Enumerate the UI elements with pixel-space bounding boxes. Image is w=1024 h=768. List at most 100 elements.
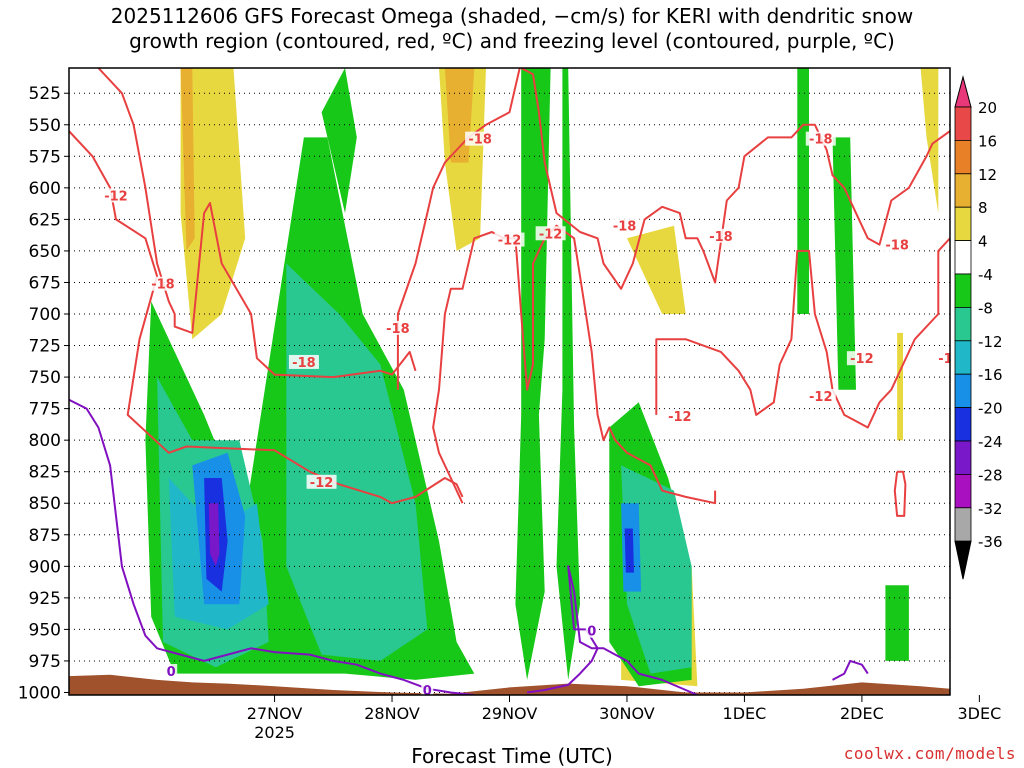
contour-label: 0 [167,665,176,680]
y-tick-label: 925 [29,589,61,609]
colorbar-top-arrow [954,75,972,108]
dendritic-contour [893,470,907,517]
colorbar-label: 12 [978,166,997,184]
contour-label: -18 [809,133,833,148]
y-tick-label: 650 [29,242,61,262]
contour-label: -12 [310,476,334,491]
freezing-level-contour [69,398,475,695]
contour-label: -12 [809,390,833,405]
contour-label: -18 [468,133,492,148]
y-tick-label: 950 [29,620,61,640]
colorbar-box [954,206,972,241]
contour-label-bg [609,218,640,233]
colorbar-label: -4 [978,266,993,284]
colorbar-box [954,306,972,342]
contour-label-bg [846,351,877,366]
colorbar-label: 20 [978,99,997,117]
y-tick-label: 825 [29,463,61,483]
x-tick-sublabel: 2025 [254,723,295,742]
colorbar-label: -20 [978,400,1003,418]
contour-label-bg [165,664,178,679]
contour-label-bg [421,682,434,695]
dendritic-contour [432,224,717,505]
colorbar-label: -28 [978,466,1003,484]
colorbar-box [954,507,972,542]
contour-label-bg [382,320,413,335]
freezing-level-contour [526,565,698,695]
contour-label-bg [705,228,736,243]
omega-region [885,585,909,661]
contour-label-bg [585,623,598,638]
contour-label: -18 [885,239,909,254]
contour-label-bg [805,131,836,146]
omega-region [286,263,428,661]
colorbar-label: -36 [978,533,1003,551]
contour-label-bg [494,232,525,247]
colorbar-box [954,440,972,475]
x-tick-label: 1DEC [723,704,767,723]
x-tick-label: 29NOV [482,704,538,723]
contour-label-bg [465,131,496,146]
contour-label: -12 [104,189,128,204]
contour-label-bg [147,276,178,291]
colorbar-box [954,240,972,275]
omega-region [180,68,195,251]
contour-label-bg [535,226,566,241]
colorbar-box [954,373,972,409]
colorbar-label: 16 [978,132,997,150]
y-tick-label: 550 [29,116,61,136]
dendritic-contour [69,130,464,505]
colorbar-label: -32 [978,500,1003,518]
contour-label-bg [664,409,695,424]
omega-region [556,68,580,680]
omega-region [920,68,939,214]
y-tick-label: 800 [29,431,61,451]
colorbar-box [954,139,972,175]
y-tick-label: 625 [29,210,61,230]
site-credit: coolwx.com/models [843,744,1016,763]
freezing-level-contour [832,659,869,681]
contour-label-bg [882,237,913,252]
x-tick-label: 27NOV [247,704,303,723]
contour-label: 0 [423,684,432,699]
y-tick-label: 700 [29,305,61,325]
contour-label-bg [288,354,319,369]
contour-label: -18 [292,356,316,371]
contour-label: -18 [709,230,733,245]
x-tick-label: 28NOV [364,704,420,723]
y-tick-label: 900 [29,557,61,577]
x-tick-label: 3DEC [957,704,1001,723]
y-tick-label: 850 [29,494,61,514]
surface-terrain [69,674,950,695]
contour-label-bg [100,188,131,203]
y-tick-label: 525 [29,84,61,104]
contour-label: -12 [668,410,692,425]
colorbar-box [954,173,972,208]
colorbar-bottom-arrow [954,540,972,580]
dendritic-contour [396,68,521,390]
colorbar-box [954,273,972,308]
y-tick-label: 725 [29,337,61,357]
colorbar-label: 4 [978,233,988,251]
dendritic-contour [655,237,950,429]
contour-label: -12 [539,227,563,242]
colorbar-box [954,340,972,375]
contour-label: 0 [587,625,596,640]
colorbar-box [954,407,972,442]
omega-region [627,225,686,314]
chart-title: 2025112606 GFS Forecast Omega (shaded, −… [110,4,914,53]
colorbar-label: 8 [978,199,988,217]
y-tick-label: 975 [29,652,61,672]
contour-label-bg [805,389,836,404]
contour-label: -18 [386,322,410,337]
contour-label-bg [935,351,950,366]
contour-label: -12 [938,352,962,367]
colorbar-label: -16 [978,366,1003,384]
colorbar-label: -8 [978,299,993,317]
y-tick-label: 875 [29,526,61,546]
x-axis-label: Forecast Time (UTC) [411,744,613,768]
y-tick-label: 675 [29,273,61,293]
y-tick-label: 575 [29,147,61,167]
dendritic-contour [520,68,950,290]
